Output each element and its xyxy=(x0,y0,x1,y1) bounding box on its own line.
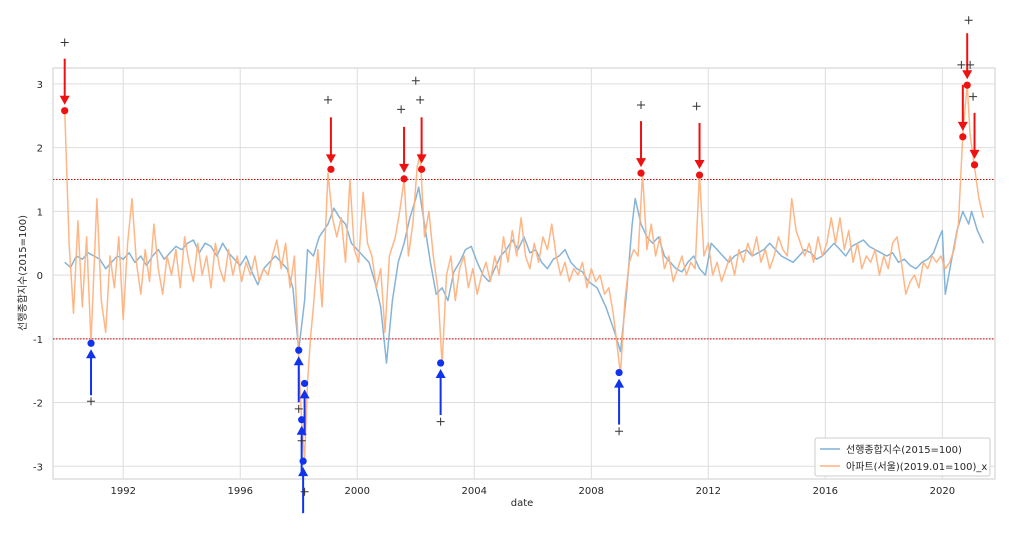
red-arrow-head xyxy=(957,121,968,131)
plus-marker xyxy=(60,38,69,47)
plus-marker xyxy=(966,60,975,69)
red-arrow-head xyxy=(636,158,647,168)
red-point xyxy=(959,133,967,141)
markers xyxy=(59,16,980,514)
legend: 선행종합지수(2015=100) 아파트(서울)(2019.01=100)_x xyxy=(814,437,991,477)
red-point xyxy=(418,165,426,173)
red-arrow-head xyxy=(59,95,70,105)
red-arrow-head xyxy=(416,154,427,164)
y-tick-label: 0 xyxy=(37,271,43,282)
plus-marker xyxy=(297,436,306,445)
threshold-lines xyxy=(53,179,995,340)
red-point xyxy=(970,161,979,169)
red-point xyxy=(400,175,408,183)
legend-label-series-0: 선행종합지수(2015=100) xyxy=(846,444,962,456)
x-tick-label: 2020 xyxy=(930,486,955,497)
plus-marker xyxy=(323,95,332,104)
plot-area xyxy=(52,67,996,480)
plus-marker xyxy=(397,105,406,114)
y-tick-label: -1 xyxy=(33,335,43,346)
x-tick-label: 2016 xyxy=(813,486,838,497)
red-point xyxy=(637,169,645,177)
red-point xyxy=(963,81,971,89)
legend-box xyxy=(814,437,991,477)
plus-marker xyxy=(294,404,303,413)
plus-marker xyxy=(964,16,973,25)
x-tick-label: 2000 xyxy=(345,486,370,497)
plus-marker xyxy=(411,76,420,85)
blue-point xyxy=(298,416,306,424)
y-tick-label: 2 xyxy=(37,144,43,155)
red-point xyxy=(327,165,335,173)
plus-marker xyxy=(637,100,646,109)
red-point xyxy=(695,171,704,179)
y-tick-label: -2 xyxy=(33,399,43,410)
plus-marker xyxy=(615,427,624,436)
plus-marker xyxy=(692,102,701,111)
y-tick-label: -3 xyxy=(33,462,43,473)
x-axis-label: date xyxy=(511,498,534,509)
plus-marker xyxy=(416,95,425,104)
x-tick-label: 1992 xyxy=(110,486,135,497)
blue-arrow-head xyxy=(293,356,304,366)
red-arrow-head xyxy=(969,149,980,159)
x-tick-label: 1996 xyxy=(228,486,253,497)
blue-arrow-head xyxy=(614,378,625,388)
blue-arrow-head xyxy=(86,349,97,359)
blue-point xyxy=(295,346,303,354)
plus-marker xyxy=(87,397,96,406)
blue-point xyxy=(437,359,445,367)
blue-point xyxy=(87,339,95,347)
red-arrow-head xyxy=(399,163,410,173)
series-line-1 xyxy=(63,83,985,461)
x-tick-label: 2004 xyxy=(462,486,487,497)
red-arrow-head xyxy=(962,70,973,80)
grid xyxy=(53,68,995,479)
series-lines xyxy=(63,83,985,461)
plus-marker xyxy=(436,417,445,426)
red-point xyxy=(61,107,69,115)
blue-point xyxy=(615,368,623,377)
plus-marker xyxy=(957,60,966,69)
blue-point xyxy=(299,457,307,465)
y-tick-label: 1 xyxy=(37,207,43,218)
red-arrow-head xyxy=(694,160,705,170)
x-tick-label: 2008 xyxy=(579,486,604,497)
blue-arrow-head xyxy=(435,369,446,379)
blue-arrow-head xyxy=(299,389,310,399)
blue-arrow-head xyxy=(298,467,309,477)
x-tick-label: 2012 xyxy=(696,486,721,497)
y-axis-label: 선행종합지수(2015=100) xyxy=(17,215,29,331)
legend-label-series-1: 아파트(서울)(2019.01=100)_x xyxy=(846,461,987,473)
plus-marker xyxy=(969,92,978,101)
y-tick-label: 3 xyxy=(37,80,43,91)
plus-marker xyxy=(300,487,309,496)
tick-labels: 1992 1996 2000 2004 2008 2012 2016 2020 -3 -2 -1 0 1… xyxy=(33,80,955,497)
blue-point xyxy=(300,379,309,388)
red-arrow-head xyxy=(325,154,336,164)
blue-arrow-head xyxy=(296,425,307,435)
